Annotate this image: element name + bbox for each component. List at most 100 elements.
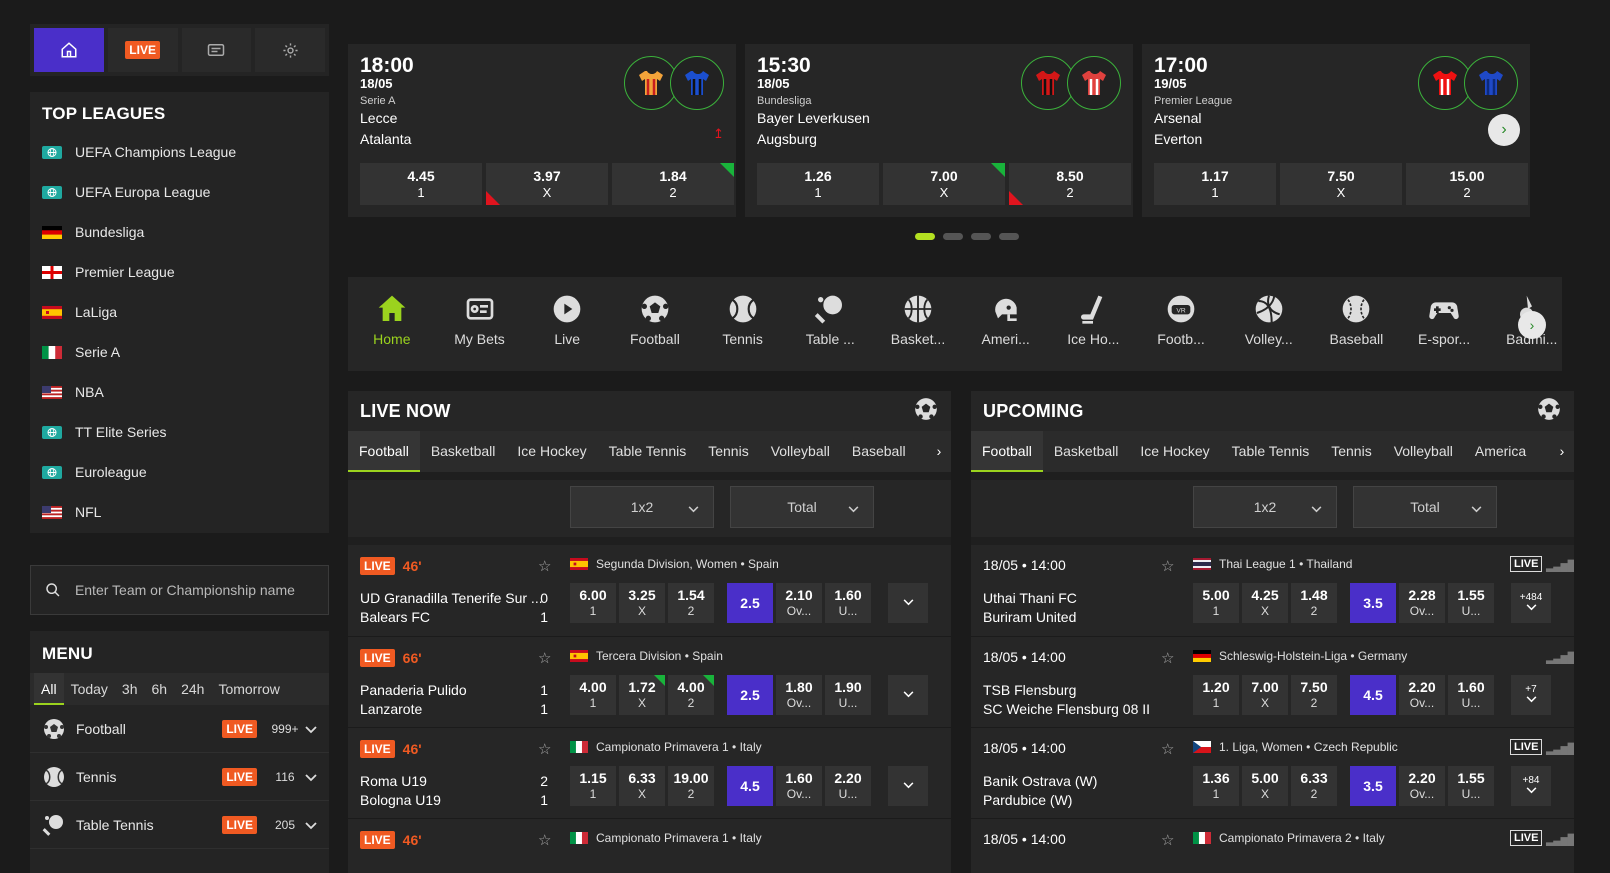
league-item[interactable]: Premier League [42,252,317,292]
sport-tab[interactable]: Table Tennis [1231,443,1310,459]
odds-button[interactable]: 4.00 1 [570,675,616,715]
carousel-next-button[interactable]: › [1488,114,1520,146]
star-icon[interactable]: ☆ [1161,741,1175,758]
odds-button[interactable]: 6.33 X [619,766,665,806]
carousel-dot[interactable] [915,233,935,240]
odds-button[interactable]: 1.60 U... [1448,675,1494,715]
odds-button[interactable]: 1.90 U... [825,675,871,715]
sport-tab[interactable]: Tennis [708,443,749,459]
live-tab[interactable]: LIVE [107,28,178,72]
odds-button[interactable]: 1.60 Ov... [776,766,822,806]
sport-nav-football-vr[interactable]: VR Footb... [1137,291,1225,371]
more-markets-button[interactable] [888,675,928,715]
sport-nav-e-sports[interactable]: E-spor... [1400,291,1488,371]
sport-nav-my-bets[interactable]: My Bets [436,291,524,371]
league-item[interactable]: LaLiga [42,292,317,332]
menu-tab[interactable]: Tomorrow [218,681,280,697]
sport-tab[interactable]: Football [348,431,420,472]
odds-button[interactable]: 1.17 1 [1154,163,1276,205]
market-select-1x2[interactable]: 1x2 [570,486,714,528]
menu-tab[interactable]: 6h [151,681,168,697]
odds-button[interactable]: 2.10 Ov... [776,583,822,623]
featured-match-card[interactable]: 17:00 19/05 Premier League Arsenal Everton 1.… [1142,44,1530,217]
odds-button[interactable]: 4.25 X [1242,583,1288,623]
sport-nav-home[interactable]: Home [348,291,436,371]
menu-tab[interactable]: 3h [121,681,138,697]
match-row[interactable]: 18/05 • 14:00 ☆ Schleswig-Holstein-Liga • … [971,636,1574,727]
odds-button[interactable]: 8.50 2 [1009,163,1131,205]
star-icon[interactable]: ☆ [538,558,552,575]
odds-button[interactable]: 7.00 X [883,163,1005,205]
odds-button[interactable]: 1.80 Ov... [776,675,822,715]
stats-icon[interactable]: ▂▃▅▇ [1546,650,1574,664]
sport-nav-american-football[interactable]: Ameri... [962,291,1050,371]
odds-button[interactable]: 1.48 2 [1291,583,1337,623]
odds-button[interactable]: 1.55 U... [1448,583,1494,623]
odds-button[interactable]: 1.36 1 [1193,766,1239,806]
search-input[interactable] [74,582,314,598]
total-line[interactable]: 2.5 [727,583,773,623]
odds-button[interactable]: 3.97 X [486,163,608,205]
odds-button[interactable]: 1.54 2 [668,583,714,623]
league-item[interactable]: UEFA Champions League [42,132,317,172]
sport-nav-volleyball[interactable]: Volley... [1225,291,1313,371]
carousel-dot[interactable] [999,233,1019,240]
sport-tab[interactable]: Baseball [851,443,906,459]
featured-match-card[interactable]: 15:30 18/05 Bundesliga Bayer Leverkusen Augs… [745,44,1133,217]
odds-button[interactable]: 1.72 X [619,675,665,715]
sport-tab[interactable]: Volleyball [1393,443,1453,459]
odds-button[interactable]: 2.20 U... [825,766,871,806]
odds-button[interactable]: 1.84 2 [612,163,734,205]
match-row[interactable]: 18/05 • 14:00 ☆ Campionato Primavera 2 • I… [971,818,1574,873]
league-item[interactable]: TT Elite Series [42,412,317,452]
match-row[interactable]: LIVE 46' ☆ Segunda Division, Women • Spain U… [348,545,951,636]
total-line[interactable]: 4.5 [727,766,773,806]
stats-icon[interactable]: ▂▃▅▇ [1546,741,1574,755]
sport-tab[interactable]: America [1474,443,1527,459]
sport-nav-table-tennis[interactable]: Table ... [786,291,874,371]
odds-button[interactable]: 1.55 U... [1448,766,1494,806]
total-line[interactable]: 2.5 [727,675,773,715]
stats-icon[interactable]: ▂▃▅▇ [1546,558,1574,572]
odds-button[interactable]: 3.25 X [619,583,665,623]
menu-sport-row[interactable]: Football LIVE 999+ [30,705,329,753]
sports-bar-next-button[interactable]: › [1518,311,1546,339]
carousel-dot[interactable] [971,233,991,240]
sport-nav-tennis[interactable]: Tennis [699,291,787,371]
odds-button[interactable]: 19.00 2 [668,766,714,806]
match-row[interactable]: 18/05 • 14:00 ☆ 1. Liga, Women • Czech Rep… [971,727,1574,818]
more-markets-button[interactable]: +484 [1511,583,1551,623]
sport-tab[interactable]: Table Tennis [608,443,687,459]
sport-tab[interactable]: Basketball [1053,443,1119,459]
more-markets-button[interactable]: +7 [1511,675,1551,715]
star-icon[interactable]: ☆ [538,650,552,667]
odds-button[interactable]: 2.20 Ov... [1399,766,1445,806]
odds-button[interactable]: 4.45 1 [360,163,482,205]
total-line[interactable]: 3.5 [1350,766,1396,806]
tabs-scroll-right-icon[interactable]: › [927,431,951,472]
odds-button[interactable]: 2.20 Ov... [1399,675,1445,715]
sport-tab[interactable]: Ice Hockey [1140,443,1210,459]
odds-button[interactable]: 4.00 2 [668,675,714,715]
odds-button[interactable]: 1.20 1 [1193,675,1239,715]
odds-button[interactable]: 7.50 2 [1291,675,1337,715]
tabs-scroll-right-icon[interactable]: › [1550,431,1574,472]
more-markets-button[interactable] [888,583,928,623]
sport-tab[interactable]: Basketball [430,443,496,459]
match-row[interactable]: LIVE 46' ☆ Campionato Primavera 1 • Italy Ro… [348,727,951,818]
market-select-total[interactable]: Total [730,486,874,528]
odds-button[interactable]: 2.28 Ov... [1399,583,1445,623]
market-select-total[interactable]: Total [1353,486,1497,528]
menu-tab[interactable]: Today [70,681,108,697]
menu-sport-row[interactable]: Table Tennis LIVE 205 [30,801,329,849]
sport-nav-live[interactable]: Live [523,291,611,371]
sport-nav-baseball[interactable]: Baseball [1313,291,1401,371]
odds-button[interactable]: 15.00 2 [1406,163,1528,205]
sport-nav-ice-hockey[interactable]: Ice Ho... [1050,291,1138,371]
odds-button[interactable]: 1.26 1 [757,163,879,205]
league-item[interactable]: Serie A [42,332,317,372]
match-row[interactable]: 18/05 • 14:00 ☆ Thai League 1 • Thailand LI… [971,545,1574,636]
sport-nav-football[interactable]: Football [611,291,699,371]
market-select-1x2[interactable]: 1x2 [1193,486,1337,528]
total-line[interactable]: 4.5 [1350,675,1396,715]
